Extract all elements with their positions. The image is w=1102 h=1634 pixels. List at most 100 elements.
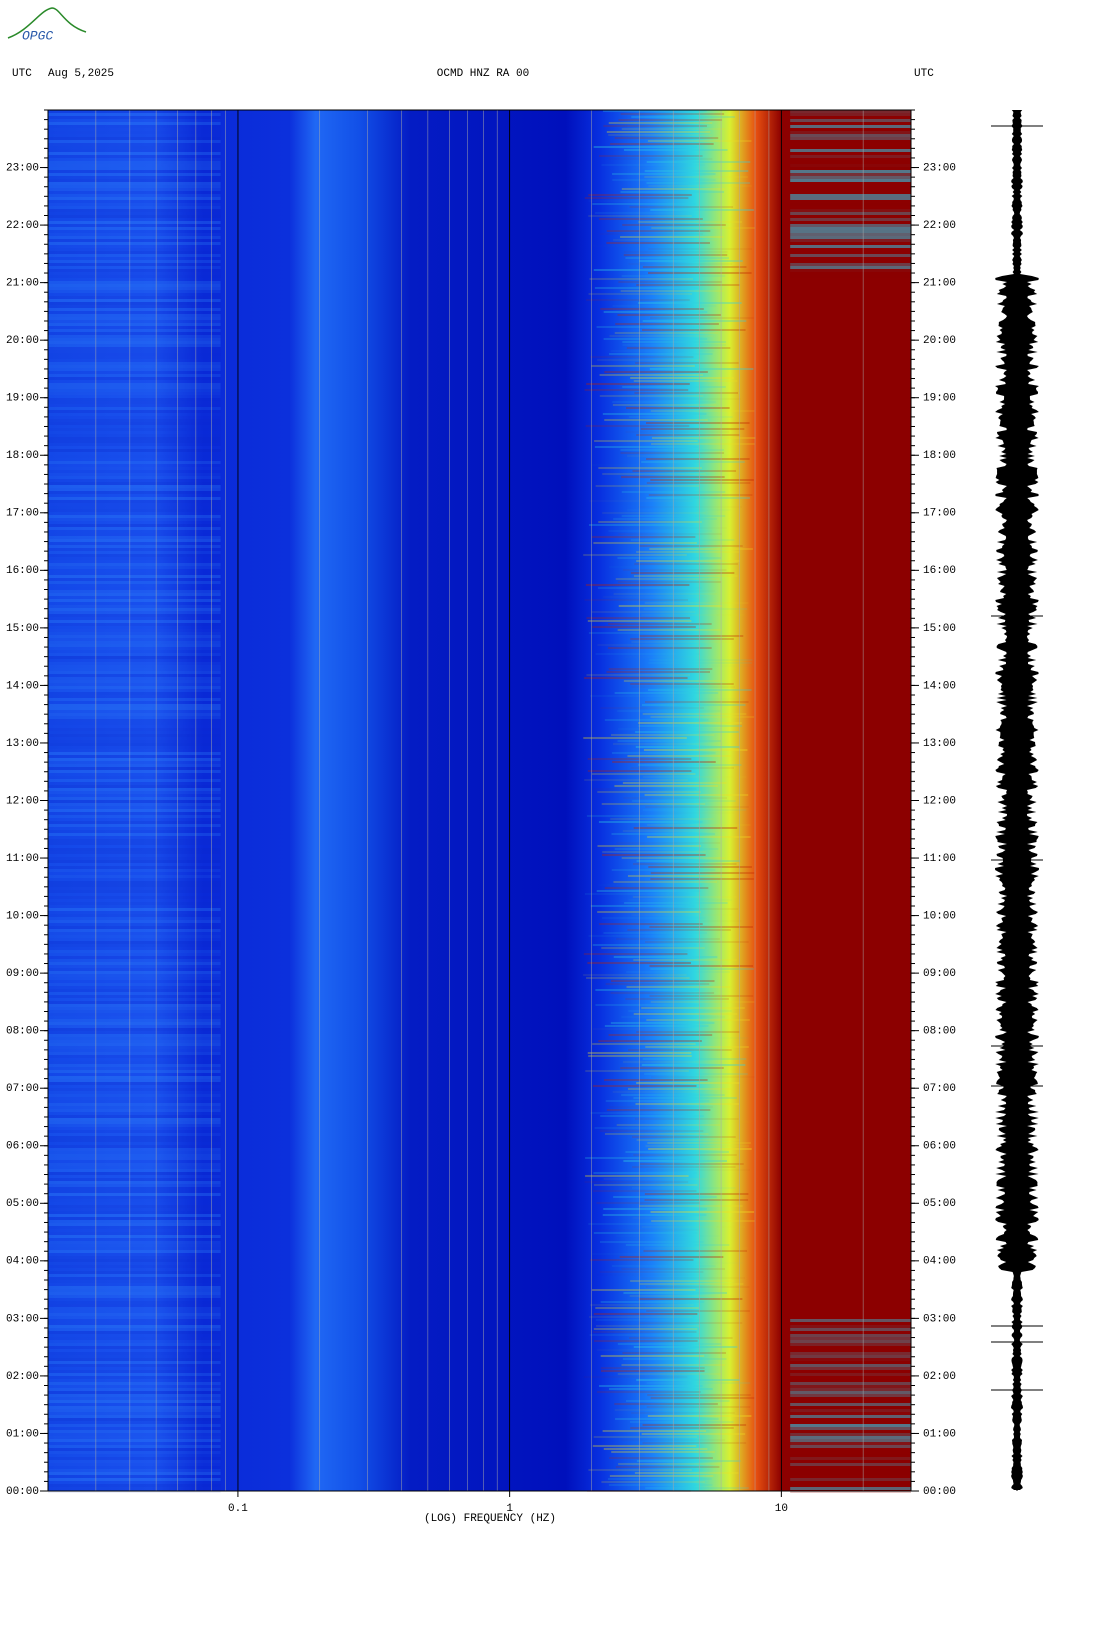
streak — [48, 1412, 221, 1415]
streak — [594, 212, 699, 214]
y-tick-label: 00:00 — [6, 1486, 39, 1498]
streak — [601, 917, 706, 919]
streak — [626, 347, 731, 349]
streak — [48, 782, 221, 785]
streak — [48, 449, 221, 452]
streak — [603, 311, 708, 313]
streak — [790, 155, 911, 158]
streak — [48, 128, 221, 131]
streak — [48, 959, 221, 962]
streak — [647, 836, 751, 838]
streak — [48, 110, 221, 113]
streak — [48, 1235, 221, 1238]
streak — [48, 1487, 221, 1490]
streak — [643, 1250, 748, 1252]
streak — [48, 1067, 221, 1070]
streak — [585, 584, 690, 586]
streak — [613, 956, 718, 958]
streak — [48, 857, 221, 860]
streak — [633, 1097, 737, 1099]
streak — [612, 401, 716, 403]
streak — [48, 893, 221, 896]
streak — [637, 764, 742, 766]
streak — [790, 203, 911, 206]
y-tick-label: 05:00 — [923, 1198, 956, 1210]
streak — [598, 1040, 702, 1042]
streak — [48, 344, 221, 347]
streak — [790, 1364, 911, 1367]
streak — [600, 1301, 705, 1303]
streak — [48, 1361, 221, 1364]
streak — [598, 821, 703, 823]
streak — [48, 1346, 221, 1349]
streak — [790, 116, 911, 119]
streak — [612, 173, 716, 175]
streak — [48, 1076, 221, 1079]
streak — [48, 962, 221, 965]
streak — [48, 380, 221, 383]
streak — [609, 1457, 713, 1459]
streak — [48, 1319, 221, 1322]
streak — [583, 554, 687, 556]
streak — [48, 1004, 221, 1007]
streak — [627, 875, 732, 877]
streak — [48, 1238, 221, 1241]
streak — [790, 230, 911, 233]
streak — [584, 389, 689, 391]
streak — [626, 509, 731, 511]
y-tick-label: 17:00 — [6, 508, 39, 520]
streak — [597, 911, 701, 913]
streak — [596, 326, 701, 328]
streak — [617, 557, 721, 559]
streak — [790, 1454, 911, 1457]
streak — [48, 758, 221, 761]
streak — [621, 188, 726, 190]
streak — [48, 260, 221, 263]
streak — [48, 1301, 221, 1304]
streak — [48, 686, 221, 689]
streak — [590, 1304, 694, 1306]
streak — [790, 1367, 911, 1370]
streak — [597, 1349, 701, 1351]
streak — [48, 503, 221, 506]
streak — [48, 512, 221, 515]
streak — [48, 290, 221, 293]
streak — [608, 1034, 713, 1036]
streak — [645, 701, 749, 703]
streak — [595, 1319, 700, 1321]
streak — [642, 809, 747, 811]
streak — [48, 1439, 221, 1442]
streak — [622, 224, 726, 226]
streak — [48, 1316, 221, 1319]
streak — [623, 1160, 727, 1162]
streak — [48, 1148, 221, 1151]
y-tick-label: 13:00 — [6, 738, 39, 750]
streak — [650, 1211, 755, 1213]
streak — [48, 182, 221, 185]
streak — [48, 842, 221, 845]
streak — [48, 767, 221, 770]
streak — [630, 1427, 734, 1429]
streak — [595, 1325, 700, 1327]
streak — [48, 440, 221, 443]
streak — [48, 749, 221, 752]
streak — [48, 506, 221, 509]
streak — [645, 422, 750, 424]
y-tick-label: 07:00 — [923, 1083, 956, 1095]
streak — [600, 1355, 705, 1357]
streak — [48, 218, 221, 221]
y-tick-label: 06:00 — [6, 1141, 39, 1153]
streak — [632, 470, 737, 472]
streak — [628, 1010, 732, 1012]
streak — [601, 1481, 705, 1483]
streak — [641, 1064, 746, 1066]
y-tick-label: 11:00 — [6, 853, 39, 865]
streak — [48, 1142, 221, 1145]
streak — [48, 1187, 221, 1190]
streak — [48, 905, 221, 908]
streak — [48, 560, 221, 563]
streak — [639, 545, 743, 547]
streak — [630, 767, 734, 769]
streak — [48, 746, 221, 749]
streak — [630, 377, 734, 379]
